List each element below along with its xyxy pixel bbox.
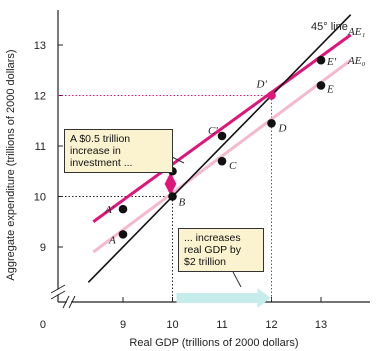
x-tick-label: 13 [315,319,327,331]
gdp-annotation-line: real GDP by [184,244,241,256]
x-tick-label: 12 [265,319,277,331]
ae1-label: AE₁ [347,26,365,38]
point-label: C' [208,125,218,137]
point-c [217,156,227,166]
gdp-pointer [232,271,242,288]
x-tick-label: 10 [166,319,178,331]
y-axis-break-gap [50,286,66,298]
investment-annotation: A $0.5 trillion increase in investment .… [64,129,173,173]
investment-annotation-line: increase in [70,145,121,157]
origin-label: 0 [40,319,46,331]
point-c-prime [217,131,227,141]
y-tick-label: 11 [35,141,46,153]
point-label: D' [256,79,268,91]
line-45-degree [87,14,352,283]
ae1-line [92,33,352,223]
y-tick-label: 13 [34,40,46,52]
point-a-prime [118,204,128,214]
x-axis-break-mark [62,295,70,309]
y-tick-label: 9 [40,242,46,254]
point-label: B [179,197,186,209]
x-tick-label: 9 [120,319,126,331]
investment-annotation-line: investment ... [70,157,133,169]
point-a [118,230,128,239]
gdp-annotation-line: ... increases [184,232,241,244]
y-axis-title: Aggregate expenditure (trillions of 2000… [5,49,17,280]
ae0-label: AE₀ [347,55,365,67]
x-axis-break-gap [64,295,74,309]
line-45-label: 45° line [311,21,348,33]
x-axis-break-mark [68,295,76,309]
point-e-prime [316,55,326,65]
gdp-annotation-line: $2 trillion [184,256,227,268]
point-label: E' [326,56,337,68]
x-tick-label: 11 [216,319,227,331]
point-d-prime [267,91,276,100]
point-d [267,118,276,128]
ae0-line [92,58,352,254]
point-label: E [326,83,334,95]
point-label: A' [104,204,115,216]
investment-annotation-line: A $0.5 trillion [70,133,131,145]
point-b [168,192,177,201]
point-e [316,81,326,90]
gdp-annotation: ... increases real GDP by $2 trillion [178,228,264,272]
y-tick-label: 12 [34,91,46,103]
point-label: C [229,160,237,172]
x-axis-title: Real GDP (trillions of 2000 dollars) [129,337,298,349]
gdp-increase-arrow [176,288,271,308]
y-axis-break-mark [50,290,66,300]
point-label: D [278,122,287,134]
y-axis-break-mark [50,284,66,294]
y-tick-label: 10 [34,192,46,204]
investment-pointer [171,156,185,164]
point-label: A [108,234,116,246]
